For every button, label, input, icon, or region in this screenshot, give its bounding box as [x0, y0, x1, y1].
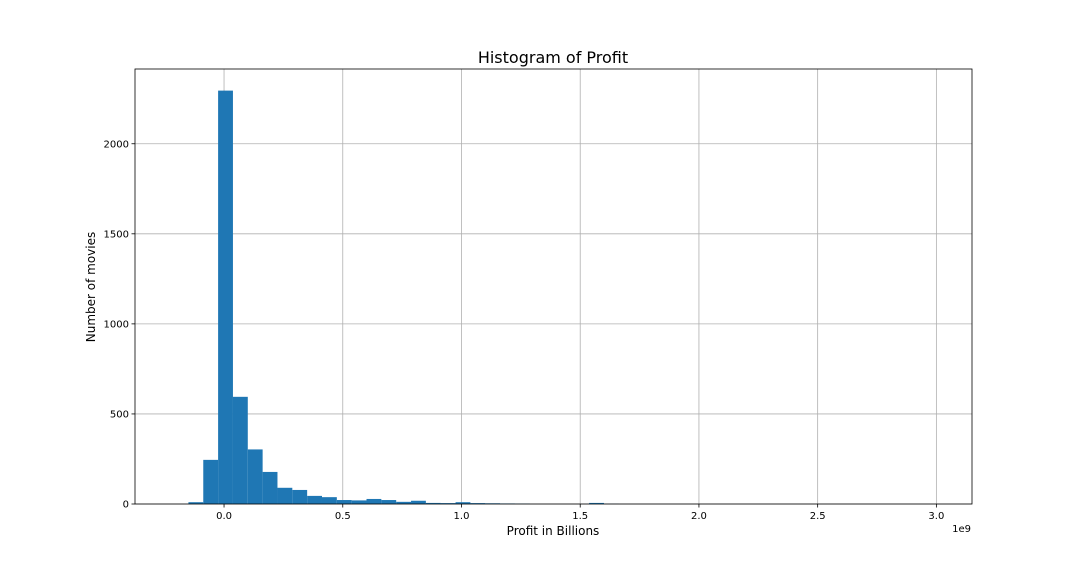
x-tick-label: 1.0: [454, 511, 470, 522]
y-axis-label: Number of movies: [84, 232, 98, 343]
y-axis-ticks: 0 500 1000 1500 2000: [104, 139, 135, 511]
chart-title: Histogram of Profit: [478, 48, 628, 67]
x-tick-label: 1.5: [572, 511, 588, 522]
histogram-bar: [470, 503, 486, 504]
histogram-bar: [455, 502, 471, 504]
y-tick-label: 2000: [104, 139, 129, 150]
histogram-bars: [188, 90, 619, 505]
histogram-bar: [247, 449, 263, 504]
x-tick-label: 0.5: [335, 511, 351, 522]
y-tick-label: 1500: [104, 229, 129, 240]
x-tick-label: 2.0: [691, 511, 707, 522]
y-tick-label: 1000: [104, 319, 129, 330]
y-tick-label: 0: [123, 500, 129, 511]
histogram-bar: [203, 459, 219, 504]
histogram-bar: [336, 500, 352, 504]
plot-frame: [134, 68, 973, 505]
x-tick-label: 3.0: [928, 511, 944, 522]
histogram-bar: [292, 489, 308, 504]
histogram-bar: [440, 503, 456, 504]
histogram-bar: [425, 502, 441, 504]
x-axis-ticks: 0.0 0.5 1.0 1.5 2.0 2.5 3.0: [216, 504, 944, 522]
histogram-bar: [277, 487, 293, 504]
plot-area: [135, 69, 972, 504]
histogram-bar: [262, 471, 278, 504]
histogram-bar: [321, 497, 337, 504]
x-axis-label: Profit in Billions: [507, 524, 600, 538]
x-tick-label: 2.5: [810, 511, 826, 522]
histogram-bar: [307, 495, 322, 504]
y-tick-label: 500: [110, 409, 129, 420]
histogram-bar: [411, 500, 426, 504]
histogram-bar: [218, 90, 233, 505]
histogram-bar: [396, 501, 412, 504]
histogram-bar: [351, 500, 367, 504]
histogram-bar: [232, 396, 248, 504]
histogram-bar: [589, 502, 604, 504]
histogram-bar: [188, 502, 204, 504]
histogram-bar: [381, 500, 397, 504]
x-tick-label: 0.0: [216, 511, 232, 522]
histogram-bar: [366, 498, 382, 504]
x-axis-offset-label: 1e9: [952, 524, 971, 535]
